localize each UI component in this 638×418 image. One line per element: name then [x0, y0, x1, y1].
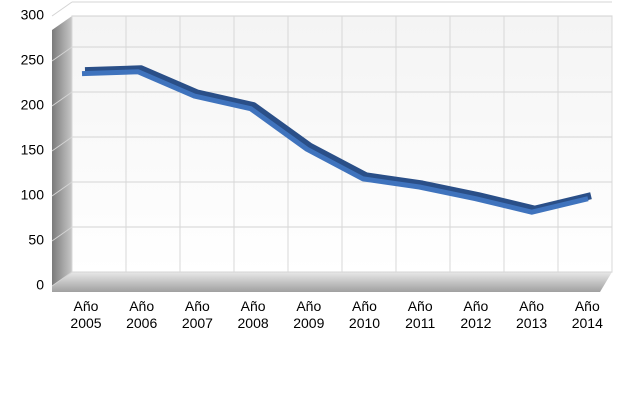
x-tick-label: Año 2005: [70, 298, 102, 331]
x-tick-label: Año 2014: [571, 298, 603, 331]
y-tick-label: 100: [21, 187, 45, 203]
x-tick-label: Año 2008: [237, 298, 269, 331]
y-tick-label: 0: [36, 277, 44, 293]
grid-line-side: [51, 181, 73, 197]
grid-line-side: [51, 91, 73, 107]
line-shadow: [84, 65, 592, 213]
y-tick-label: 250: [21, 52, 45, 68]
grid-line-side: [51, 271, 73, 287]
x-tick-label: Año 2007: [181, 298, 213, 331]
y-tick-label: 150: [21, 142, 45, 158]
grid-line-side: [51, 46, 73, 62]
x-tick-label: Año 2012: [460, 298, 492, 331]
y-tick-label: 50: [28, 232, 44, 248]
x-tick-label: Año 2013: [516, 298, 548, 331]
grid-line-side: [51, 226, 73, 242]
floor: [52, 272, 612, 292]
grid-line-side: [51, 1, 73, 17]
x-tick-label: Año 2009: [293, 298, 325, 331]
side-wall: [52, 16, 72, 286]
line-series: [81, 69, 589, 215]
x-tick-label: Año 2011: [405, 298, 436, 331]
x-tick-label: Año 2010: [348, 298, 381, 331]
y-tick-label: 300: [21, 7, 45, 23]
x-tick-label: Año 2006: [126, 298, 158, 331]
grid-line-side: [51, 136, 73, 152]
y-tick-label: 200: [21, 97, 45, 113]
